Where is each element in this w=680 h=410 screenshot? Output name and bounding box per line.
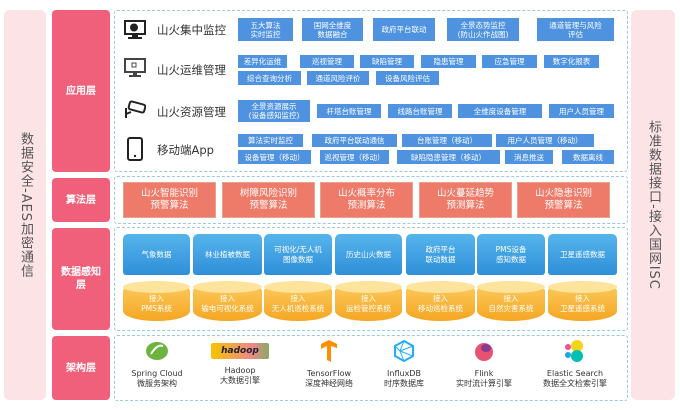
tech-desc: 时序数据库 [384,379,424,388]
tech-name: InfluxDB [387,369,421,378]
monitor-chart-icon [124,20,146,39]
arch-frame [114,335,628,401]
tech-name: Flink [474,369,494,378]
tech-name: Spring Cloud [131,369,183,378]
integration-label: 接入 卫星遥感系统 [560,294,605,313]
camera-icon [125,100,146,118]
app-item[interactable]: 国网全维度 数据融合 [302,18,363,41]
app-item[interactable]: 应急管理 [482,55,537,68]
algorithm-box: 山火蔓延趋势 预测算法 [419,182,512,218]
integration-label: 接入 运检管控系统 [346,294,391,313]
data-source: 卫星遥感数据 [548,234,617,275]
algorithm-box: 山火隐患识别 预警算法 [517,182,610,218]
tech-desc: 数据全文检索引擎 [543,379,607,388]
app-item[interactable]: 台账管理（移动） [402,134,492,147]
hadoop-logo: hadoop [211,343,269,359]
app-item[interactable]: 数字化报表 [544,55,599,68]
app-item[interactable]: 巡视管理 [300,55,354,68]
left-bar-text: 数据安全-AES加密通信 [18,131,33,279]
tech-desc: 微服务架构 [137,379,177,388]
row-label-monitor: 山火集中监控 [157,22,226,37]
integration-label: 接入 PMS系统 [141,294,172,313]
tensorflow-icon [321,340,337,362]
app-item[interactable]: 政府平台联动 [373,18,435,41]
app-item[interactable]: 设备风险评估 [376,71,439,85]
right-interface-bar: 标准数据接口-接入国网ISC [631,10,675,400]
app-item[interactable]: 全维度设备管理 [458,104,542,118]
app-item[interactable]: 线路台账管理 [388,104,452,118]
integration-cylinder: 接入 移动巡检系统 [406,281,475,321]
data-source: 林业植被数据 [193,234,262,275]
integration-cylinder: 接入 运检管控系统 [335,281,402,321]
integration-cylinder: 接入 自然灾害系统 [477,281,545,321]
app-item[interactable]: 全景资源展示 (设备感知监控) [238,100,310,122]
tech-name: Elastic Search [546,369,604,378]
app-item[interactable]: 差异化运维 [238,55,287,68]
tech-name: Hadoop [224,366,256,375]
algorithm-box: 山火智能识别 预警算法 [123,182,216,218]
data-source: 可视化/无人机 图像数据 [264,234,332,275]
layer-algo: 算法层 [52,178,110,222]
tech-desc: 大数据引擎 [220,376,260,385]
tech-name: TensorFlow [306,369,352,378]
tech-hadoop: hadoop Hadoop 大数据引擎 [195,340,285,386]
app-item[interactable]: 用户人员管理（移动） [496,134,594,147]
app-item[interactable]: 通道风险评价 [307,71,369,85]
tech-elastic-search: Elastic Search 数据全文检索引擎 [530,340,620,389]
computer-icon [124,58,146,77]
app-item[interactable]: 通道管理与风险 评估 [537,18,614,41]
right-bar-text: 标准数据接口-接入国网ISC [646,120,661,290]
app-frame [114,10,628,172]
app-item[interactable]: 隐患管理 [421,55,476,68]
algo-frame [114,176,628,224]
tablet-icon [127,137,143,161]
app-item[interactable]: 全景态势监控 (防山火作战图) [447,18,519,41]
elastic-icon [565,340,583,362]
app-item[interactable]: 巡视管理（移动） [320,150,389,164]
app-item[interactable]: 政府平台联动通信 [312,134,397,147]
layer-data: 数据感知层 [52,228,110,330]
tech-flink: Flink 实时流计算引擎 [439,340,529,389]
algorithm-box: 山火概率分布 预测算法 [320,182,413,218]
app-item[interactable]: 数据离线 [562,150,614,164]
tech-spring-cloud: Spring Cloud 微服务架构 [112,340,202,389]
row-label-mobile: 移动端App [157,142,214,157]
flink-icon [475,343,493,361]
app-item[interactable]: 杆塔台账管理 [317,104,381,118]
app-item[interactable]: 用户人员管理 [549,104,614,118]
data-source: 气象数据 [123,234,190,275]
row-label-resource: 山火资源管理 [157,104,226,119]
integration-label: 接入 无人机巡检系统 [271,294,325,313]
layer-app: 应用层 [52,10,110,172]
app-item[interactable]: 综合查询分析 [238,71,301,85]
app-item[interactable]: 设备管理（移动） [238,150,311,164]
data-frame [114,227,628,331]
app-item[interactable]: 消息推送 [505,150,553,164]
integration-label: 接入 自然灾害系统 [488,294,534,313]
integration-label: 接入 输电可视化系统 [201,294,254,313]
integration-label: 接入 移动巡检系统 [418,294,463,313]
data-source: 历史山火数据 [335,234,402,275]
app-item[interactable]: 算法实时监控 [238,134,303,147]
data-source: PMS设备 感知数据 [477,234,545,275]
data-source: 政府平台 联动数据 [406,234,475,275]
row-label-ops: 山火运维管理 [157,62,226,77]
integration-cylinder: 接入 PMS系统 [123,281,190,321]
integration-cylinder: 接入 卫星遥感系统 [548,281,617,321]
left-security-bar: 数据安全-AES加密通信 [4,10,46,400]
integration-cylinder: 接入 输电可视化系统 [193,281,262,321]
app-item[interactable]: 缺陷管理 [360,55,414,68]
app-item[interactable]: 五大算法 实时监控 [238,18,293,41]
tech-influxdb: InfluxDB 时序数据库 [359,339,449,389]
algorithm-box: 树障风险识别 预警算法 [222,182,315,218]
tech-tensorflow: TensorFlow 深度神经网络 [284,340,374,389]
integration-cylinder: 接入 无人机巡检系统 [264,281,332,321]
tech-desc: 实时流计算引擎 [456,379,512,388]
layer-arch: 架构层 [52,336,110,400]
tech-desc: 深度神经网络 [305,379,353,388]
spring-icon [146,342,168,360]
influxdb-icon [394,339,414,363]
app-item[interactable]: 缺陷隐患管理（移动） [397,150,500,164]
